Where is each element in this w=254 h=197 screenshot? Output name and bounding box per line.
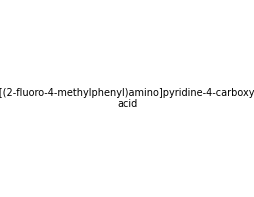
Text: 2-[(2-fluoro-4-methylphenyl)amino]pyridine-4-carboxylic acid: 2-[(2-fluoro-4-methylphenyl)amino]pyridi…	[0, 88, 254, 109]
